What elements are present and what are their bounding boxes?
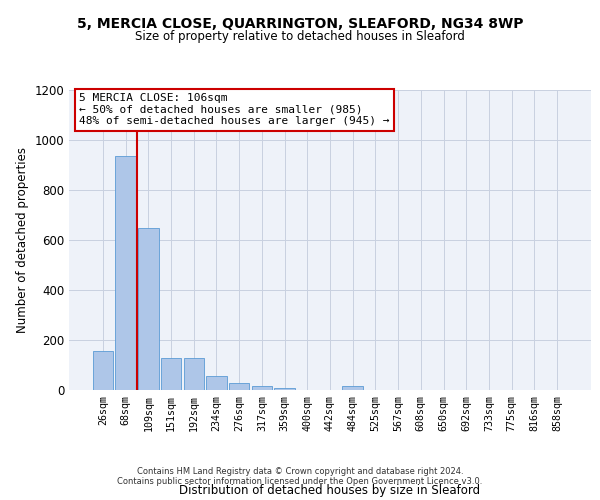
Text: Contains HM Land Registry data © Crown copyright and database right 2024.: Contains HM Land Registry data © Crown c… bbox=[137, 467, 463, 476]
Y-axis label: Number of detached properties: Number of detached properties bbox=[16, 147, 29, 333]
Bar bbox=[343, 386, 363, 390]
Text: 5, MERCIA CLOSE, QUARRINGTON, SLEAFORD, NG34 8WP: 5, MERCIA CLOSE, QUARRINGTON, SLEAFORD, … bbox=[77, 18, 523, 32]
Bar bbox=[184, 358, 204, 390]
Bar bbox=[115, 156, 136, 390]
Bar bbox=[206, 376, 227, 390]
Bar bbox=[274, 388, 295, 390]
Bar bbox=[229, 382, 250, 390]
Bar bbox=[251, 386, 272, 390]
X-axis label: Distribution of detached houses by size in Sleaford: Distribution of detached houses by size … bbox=[179, 484, 481, 496]
Bar bbox=[161, 358, 181, 390]
Text: 5 MERCIA CLOSE: 106sqm
← 50% of detached houses are smaller (985)
48% of semi-de: 5 MERCIA CLOSE: 106sqm ← 50% of detached… bbox=[79, 93, 390, 126]
Text: Contains public sector information licensed under the Open Government Licence v3: Contains public sector information licen… bbox=[118, 477, 482, 486]
Text: Size of property relative to detached houses in Sleaford: Size of property relative to detached ho… bbox=[135, 30, 465, 43]
Bar bbox=[93, 351, 113, 390]
Bar bbox=[138, 228, 158, 390]
